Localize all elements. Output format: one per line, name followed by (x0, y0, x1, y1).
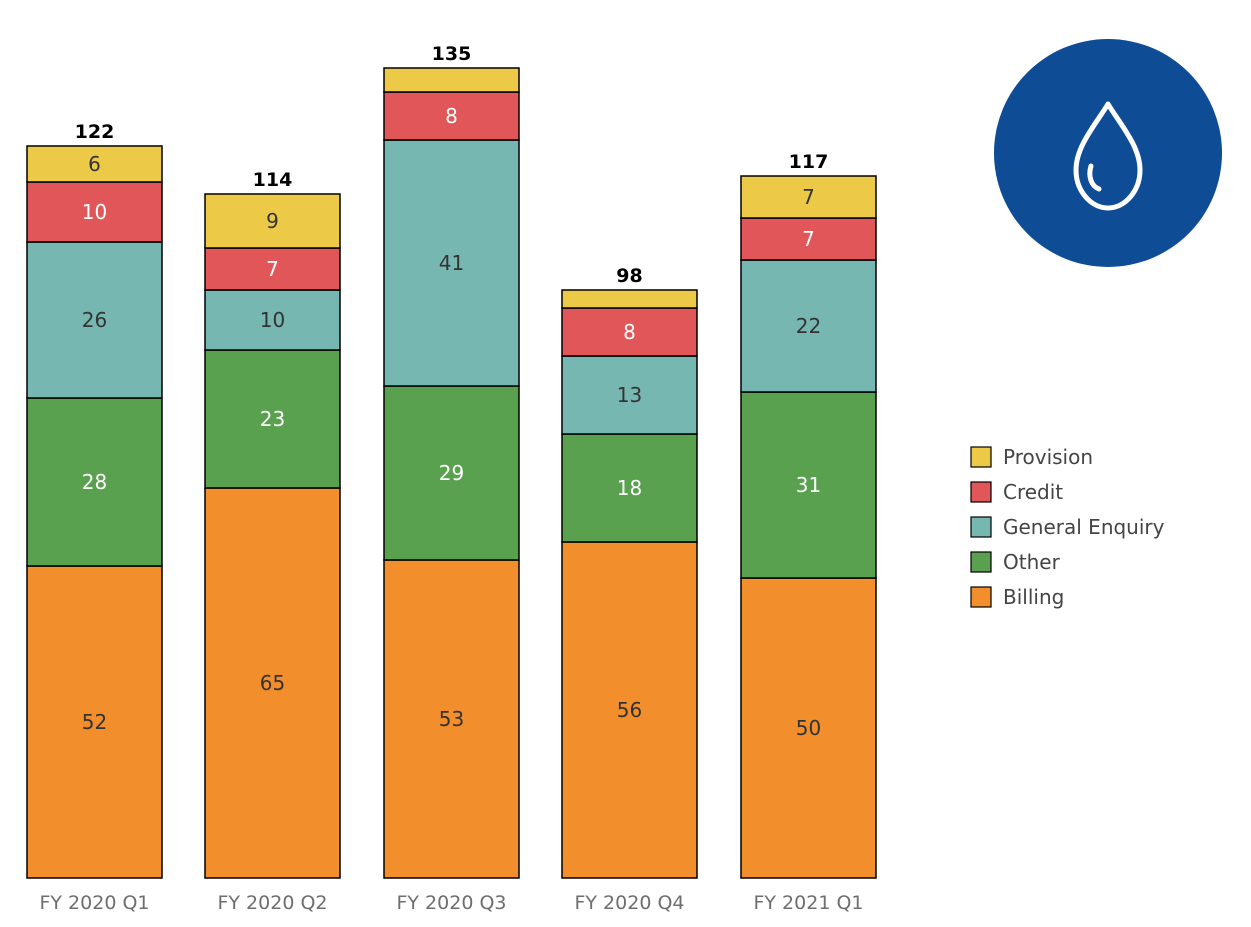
segment-label-other-fy-2020-q1: 28 (82, 470, 107, 494)
bar-segment-billing-fy-2020-q2 (204, 487, 341, 879)
legend-swatch-credit (970, 481, 992, 503)
segment-label-credit-fy-2020-q1: 10 (82, 200, 107, 224)
bar-segment-other-fy-2020-q4 (561, 433, 698, 543)
segment-label-other-fy-2021-q1: 31 (796, 473, 821, 497)
segment-label-credit-fy-2020-q3: 8 (445, 104, 458, 128)
segment-label-general-enquiry-fy-2021-q1: 22 (796, 314, 821, 338)
bar-segment-credit-fy-2020-q1 (26, 181, 163, 243)
legend-label-provision: Provision (1003, 445, 1093, 469)
legend-swatch-provision (970, 446, 992, 468)
bar-segment-other-fy-2020-q2 (204, 349, 341, 489)
segment-label-provision-fy-2020-q2: 9 (266, 209, 279, 233)
bar-segment-other-fy-2020-q3 (383, 385, 520, 561)
segment-label-billing-fy-2020-q1: 52 (82, 710, 107, 734)
water-drop-badge (994, 39, 1222, 267)
bar-segment-billing-fy-2020-q4 (561, 541, 698, 879)
total-label-fy-2021-q1: 117 (789, 151, 829, 173)
bar-segment-general-enquiry-fy-2020-q3 (383, 139, 520, 387)
legend-swatch-general-enquiry (970, 516, 992, 538)
total-label-fy-2020-q2: 114 (253, 169, 293, 191)
segment-label-billing-fy-2020-q4: 56 (617, 698, 642, 722)
bar-segment-provision-fy-2021-q1 (740, 175, 877, 219)
segment-label-provision-fy-2021-q1: 7 (802, 185, 815, 209)
category-label-fy-2020-q2: FY 2020 Q2 (217, 892, 327, 914)
legend-label-general-enquiry: General Enquiry (1003, 515, 1165, 539)
category-label-fy-2021-q1: FY 2021 Q1 (753, 892, 863, 914)
segment-label-credit-fy-2020-q2: 7 (266, 257, 279, 281)
segment-label-general-enquiry-fy-2020-q3: 41 (439, 251, 464, 275)
bar-segment-provision-fy-2020-q4 (561, 289, 698, 309)
total-label-fy-2020-q4: 98 (616, 265, 642, 287)
total-label-fy-2020-q1: 122 (75, 121, 115, 143)
bar-segment-billing-fy-2020-q3 (383, 559, 520, 879)
legend: Provision Credit General Enquiry Other Billi… (970, 445, 1165, 609)
bar-segment-general-enquiry-fy-2021-q1 (740, 259, 877, 393)
bar-segment-provision-fy-2020-q1 (26, 145, 163, 183)
legend-swatch-billing (970, 586, 992, 608)
segment-label-other-fy-2020-q3: 29 (439, 461, 464, 485)
segment-label-provision-fy-2020-q1: 6 (88, 152, 101, 176)
category-label-fy-2020-q1: FY 2020 Q1 (39, 892, 149, 914)
legend-label-credit: Credit (1003, 480, 1063, 504)
bar-segment-credit-fy-2020-q4 (561, 307, 698, 357)
bar-segment-billing-fy-2020-q1 (26, 565, 163, 879)
legend-label-billing: Billing (1003, 585, 1064, 609)
bars-group: 52 28 26 10 6 122 FY 2020 Q1 65 23 10 7 9 114 FY 2020… (26, 43, 877, 914)
segment-label-billing-fy-2020-q2: 65 (260, 671, 285, 695)
bar-segment-other-fy-2021-q1 (740, 391, 877, 579)
segment-label-other-fy-2020-q4: 18 (617, 476, 642, 500)
segment-label-general-enquiry-fy-2020-q2: 10 (260, 308, 285, 332)
bar-segment-provision-fy-2020-q3 (383, 67, 520, 93)
legend-label-other: Other (1003, 550, 1061, 574)
badge-circle (994, 39, 1222, 267)
segment-label-general-enquiry-fy-2020-q1: 26 (82, 308, 107, 332)
segment-label-general-enquiry-fy-2020-q4: 13 (617, 383, 642, 407)
segment-label-credit-fy-2020-q4: 8 (623, 320, 636, 344)
segment-label-billing-fy-2021-q1: 50 (796, 716, 821, 740)
legend-swatch-other (970, 551, 992, 573)
bar-segment-billing-fy-2021-q1 (740, 577, 877, 879)
segment-label-credit-fy-2021-q1: 7 (802, 227, 815, 251)
bar-segment-credit-fy-2020-q2 (204, 247, 341, 291)
segment-label-billing-fy-2020-q3: 53 (439, 707, 464, 731)
category-label-fy-2020-q4: FY 2020 Q4 (574, 892, 684, 914)
water-drop-icon (1073, 101, 1143, 211)
bar-segment-general-enquiry-fy-2020-q2 (204, 289, 341, 351)
segment-label-other-fy-2020-q2: 23 (260, 407, 285, 431)
total-label-fy-2020-q3: 135 (432, 43, 472, 65)
category-label-fy-2020-q3: FY 2020 Q3 (396, 892, 506, 914)
bar-segment-other-fy-2020-q1 (26, 397, 163, 567)
bar-segment-provision-fy-2020-q2 (204, 193, 341, 249)
bar-segment-general-enquiry-fy-2020-q4 (561, 355, 698, 435)
